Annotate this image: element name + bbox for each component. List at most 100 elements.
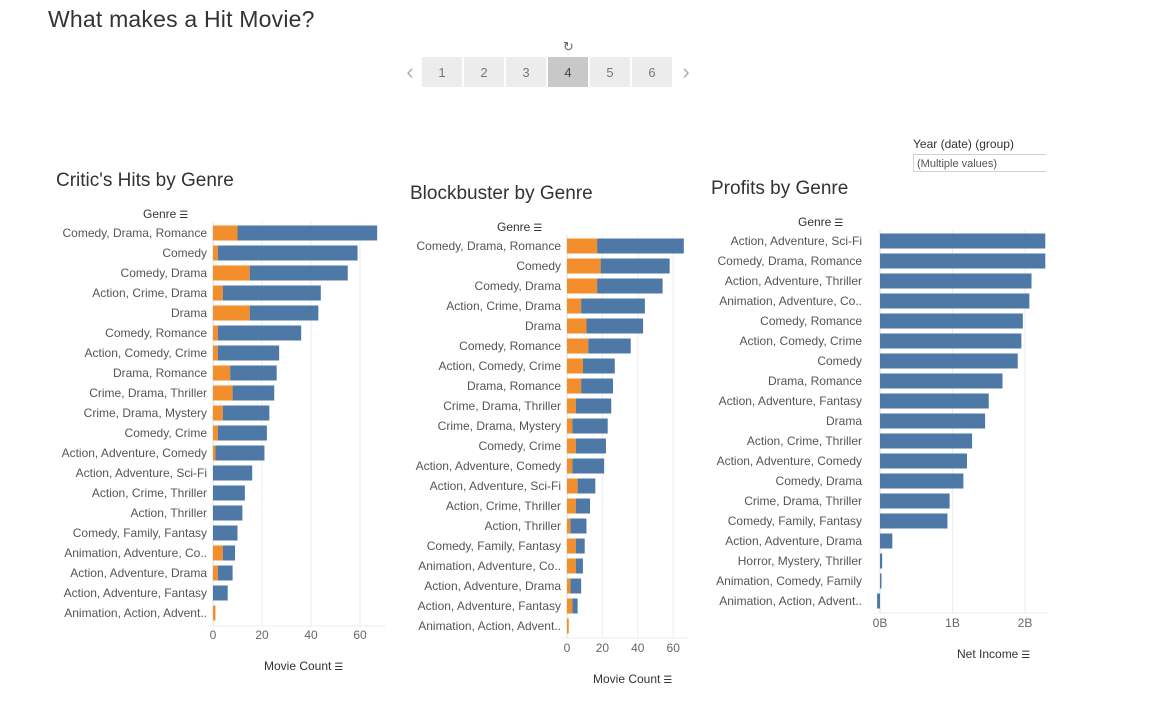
genre-label[interactable]: Comedy, Family, Fantasy xyxy=(73,526,207,540)
genre-label[interactable]: Comedy, Romance xyxy=(105,326,207,340)
bar-orange[interactable] xyxy=(567,418,573,434)
bar-orange[interactable] xyxy=(213,605,216,621)
genre-label[interactable]: Crime, Drama, Thriller xyxy=(744,494,862,508)
story-point-2[interactable]: 2 xyxy=(464,57,504,87)
bar-blue[interactable] xyxy=(575,498,591,514)
bar-orange[interactable] xyxy=(567,598,573,614)
bar-blue[interactable] xyxy=(586,318,644,334)
bar-blue[interactable] xyxy=(597,278,663,294)
bar-blue[interactable] xyxy=(880,573,882,589)
bar-orange[interactable] xyxy=(567,238,598,254)
bar-orange[interactable] xyxy=(213,425,218,441)
bar-blue[interactable] xyxy=(880,253,1046,269)
x-axis-title-blockbuster[interactable]: Movie Count ☰ xyxy=(593,672,672,686)
bar-blue[interactable] xyxy=(581,298,645,314)
bar-blue[interactable] xyxy=(213,525,238,541)
genre-label[interactable]: Comedy xyxy=(817,354,862,368)
genre-label[interactable]: Horror, Mystery, Thriller xyxy=(738,554,862,568)
genre-label[interactable]: Action, Adventure, Drama xyxy=(70,566,207,580)
genre-label[interactable]: Action, Adventure, Fantasy xyxy=(719,394,862,408)
bar-orange[interactable] xyxy=(567,458,573,474)
bar-blue[interactable] xyxy=(880,473,964,489)
bar-blue[interactable] xyxy=(570,578,582,594)
genre-label[interactable]: Crime, Drama, Thriller xyxy=(89,386,207,400)
bar-blue[interactable] xyxy=(575,538,585,554)
bar-orange[interactable] xyxy=(567,318,587,334)
bar-blue[interactable] xyxy=(877,593,880,609)
bar-orange[interactable] xyxy=(567,438,576,454)
bar-orange[interactable] xyxy=(567,338,589,354)
bar-orange[interactable] xyxy=(567,358,583,374)
bar-orange[interactable] xyxy=(213,545,223,561)
bar-blue[interactable] xyxy=(581,378,614,394)
genre-label[interactable]: Animation, Adventure, Co.. xyxy=(418,559,561,573)
genre-label[interactable]: Action, Adventure, Comedy xyxy=(416,459,561,473)
genre-label[interactable]: Action, Adventure, Drama xyxy=(725,534,862,548)
genre-label[interactable]: Action, Adventure, Fantasy xyxy=(418,599,561,613)
bar-orange[interactable] xyxy=(213,305,250,321)
genre-label[interactable]: Drama, Romance xyxy=(113,366,207,380)
chevron-right-icon[interactable]: › xyxy=(682,59,690,84)
bar-blue[interactable] xyxy=(213,485,245,501)
bar-blue[interactable] xyxy=(249,265,348,281)
bar-blue[interactable] xyxy=(237,225,378,241)
bar-orange[interactable] xyxy=(567,618,569,634)
bar-orange[interactable] xyxy=(567,518,571,534)
bar-blue[interactable] xyxy=(222,545,236,561)
bar-blue[interactable] xyxy=(213,465,253,481)
chevron-left-icon[interactable]: ‹ xyxy=(406,59,414,84)
bar-orange[interactable] xyxy=(213,245,218,261)
bar-blue[interactable] xyxy=(597,238,684,254)
genre-header-critics[interactable]: Genre ☰ xyxy=(143,207,188,221)
genre-label[interactable]: Comedy, Crime xyxy=(125,426,208,440)
bar-blue[interactable] xyxy=(222,285,321,301)
x-axis-title-profits[interactable]: Net Income ☰ xyxy=(957,647,1030,661)
bar-blue[interactable] xyxy=(213,585,228,601)
genre-label[interactable]: Comedy, Romance xyxy=(760,314,862,328)
bar-orange[interactable] xyxy=(213,325,218,341)
genre-label[interactable]: Action, Adventure, Sci-Fi xyxy=(430,479,561,493)
bar-blue[interactable] xyxy=(217,325,302,341)
bar-blue[interactable] xyxy=(880,453,967,469)
bar-blue[interactable] xyxy=(572,458,605,474)
bar-blue[interactable] xyxy=(217,245,358,261)
bar-blue[interactable] xyxy=(232,385,275,401)
bar-orange[interactable] xyxy=(213,565,218,581)
bar-orange[interactable] xyxy=(567,258,601,274)
bar-blue[interactable] xyxy=(880,233,1046,249)
genre-label[interactable]: Action, Comedy, Crime xyxy=(85,346,208,360)
bar-orange[interactable] xyxy=(213,345,218,361)
bar-orange[interactable] xyxy=(567,298,582,314)
genre-label[interactable]: Action, Adventure, Drama xyxy=(424,579,561,593)
genre-label[interactable]: Comedy, Drama xyxy=(475,279,562,293)
filter-dropdown[interactable]: (Multiple values) xyxy=(913,154,1046,172)
revert-icon[interactable]: ↻ xyxy=(563,39,574,54)
bar-orange[interactable] xyxy=(213,405,223,421)
genre-label[interactable]: Action, Comedy, Crime xyxy=(740,334,863,348)
genre-label[interactable]: Animation, Adventure, Co.. xyxy=(64,546,207,560)
genre-label[interactable]: Action, Thriller xyxy=(131,506,207,520)
genre-label[interactable]: Drama xyxy=(171,306,207,320)
genre-label[interactable]: Comedy, Family, Fantasy xyxy=(728,514,862,528)
story-point-3[interactable]: 3 xyxy=(506,57,546,87)
genre-label[interactable]: Animation, Action, Advent.. xyxy=(64,606,207,620)
genre-label[interactable]: Drama, Romance xyxy=(467,379,561,393)
bar-blue[interactable] xyxy=(880,413,986,429)
bar-orange[interactable] xyxy=(567,558,576,574)
story-point-5[interactable]: 5 xyxy=(590,57,630,87)
genre-label[interactable]: Action, Crime, Thriller xyxy=(446,499,561,513)
bar-blue[interactable] xyxy=(880,313,1023,329)
bar-blue[interactable] xyxy=(880,553,883,569)
bar-blue[interactable] xyxy=(588,338,631,354)
bar-orange[interactable] xyxy=(567,578,571,594)
bar-blue[interactable] xyxy=(582,358,615,374)
genre-label[interactable]: Action, Comedy, Crime xyxy=(439,359,562,373)
bar-orange[interactable] xyxy=(567,478,578,494)
bar-blue[interactable] xyxy=(880,353,1018,369)
story-point-6[interactable]: 6 xyxy=(632,57,672,87)
genre-label[interactable]: Comedy, Drama, Romance xyxy=(417,239,562,253)
genre-label[interactable]: Action, Adventure, Sci-Fi xyxy=(731,234,862,248)
genre-label[interactable]: Action, Adventure, Comedy xyxy=(62,446,207,460)
genre-label[interactable]: Animation, Adventure, Co.. xyxy=(719,294,862,308)
genre-label[interactable]: Crime, Drama, Mystery xyxy=(438,419,561,433)
